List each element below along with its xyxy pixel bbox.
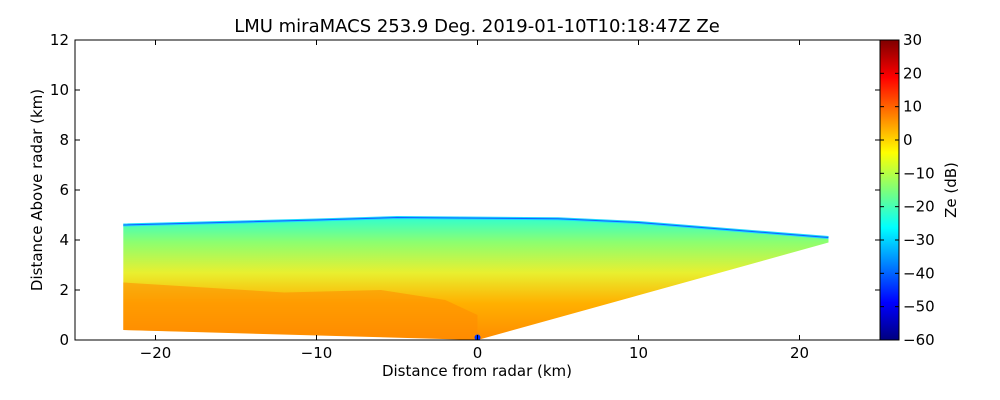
x-tick-label: −10: [301, 344, 333, 362]
x-tick-label: 20: [790, 344, 809, 362]
colorbar-tick-label: 30: [903, 31, 922, 49]
y-tick-label: 12: [50, 31, 69, 49]
colorbar: [879, 39, 900, 341]
y-tick-label: 10: [50, 81, 69, 99]
colorbar-label: Ze (dB): [942, 162, 960, 218]
colorbar-tick-label: −30: [903, 231, 935, 249]
y-tick-label: 0: [59, 331, 69, 349]
colorbar-tick-label: −40: [903, 264, 935, 282]
y-tick-label: 2: [59, 281, 69, 299]
y-tick-label: 6: [59, 181, 69, 199]
colorbar-tick-label: 10: [903, 98, 922, 116]
x-axis-ticks: −20 −10 0 10 20: [140, 40, 809, 362]
y-tick-label: 4: [59, 231, 69, 249]
y-tick-label: 8: [59, 131, 69, 149]
colorbar-tick-label: 20: [903, 64, 922, 82]
colorbar-tick-label: 0: [903, 131, 913, 149]
x-tick-label: 10: [629, 344, 648, 362]
x-tick-label: 0: [473, 344, 483, 362]
colorbar-ticks: 30 20 10 0 −10 −20 −30 −40 −50 −60: [880, 31, 935, 349]
y-axis-ticks: 0 2 4 6 8 10 12: [50, 31, 880, 349]
chart-title: LMU miraMACS 253.9 Deg. 2019-01-10T10:18…: [234, 16, 720, 37]
colorbar-tick-label: −50: [903, 298, 935, 316]
colorbar-tick-label: −10: [903, 164, 935, 182]
x-tick-label: −20: [140, 344, 172, 362]
y-axis-label: Distance Above radar (km): [28, 89, 46, 291]
radar-echo: [123, 215, 829, 340]
colorbar-tick-label: −60: [903, 331, 935, 349]
cloud-top-line: [123, 216, 829, 238]
colorbar-tick-label: −20: [903, 198, 935, 216]
x-axis-label: Distance from radar (km): [382, 362, 572, 380]
echo-strong-layer: [123, 282, 478, 339]
